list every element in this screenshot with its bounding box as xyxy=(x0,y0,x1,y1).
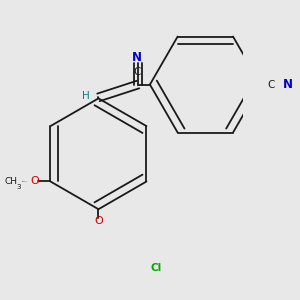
Text: H: H xyxy=(82,92,90,101)
Text: N: N xyxy=(132,51,142,64)
Text: O: O xyxy=(30,176,39,187)
Text: Cl: Cl xyxy=(150,262,162,273)
Text: C: C xyxy=(267,80,275,89)
Text: CH: CH xyxy=(5,177,18,186)
Text: methoxy: methoxy xyxy=(22,181,28,182)
Text: O: O xyxy=(94,216,103,226)
Text: 3: 3 xyxy=(16,184,21,190)
Text: N: N xyxy=(283,78,292,91)
Text: C: C xyxy=(134,67,141,77)
